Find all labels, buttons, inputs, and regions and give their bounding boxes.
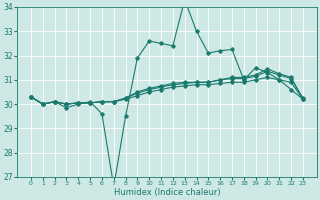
X-axis label: Humidex (Indice chaleur): Humidex (Indice chaleur)	[114, 188, 220, 197]
